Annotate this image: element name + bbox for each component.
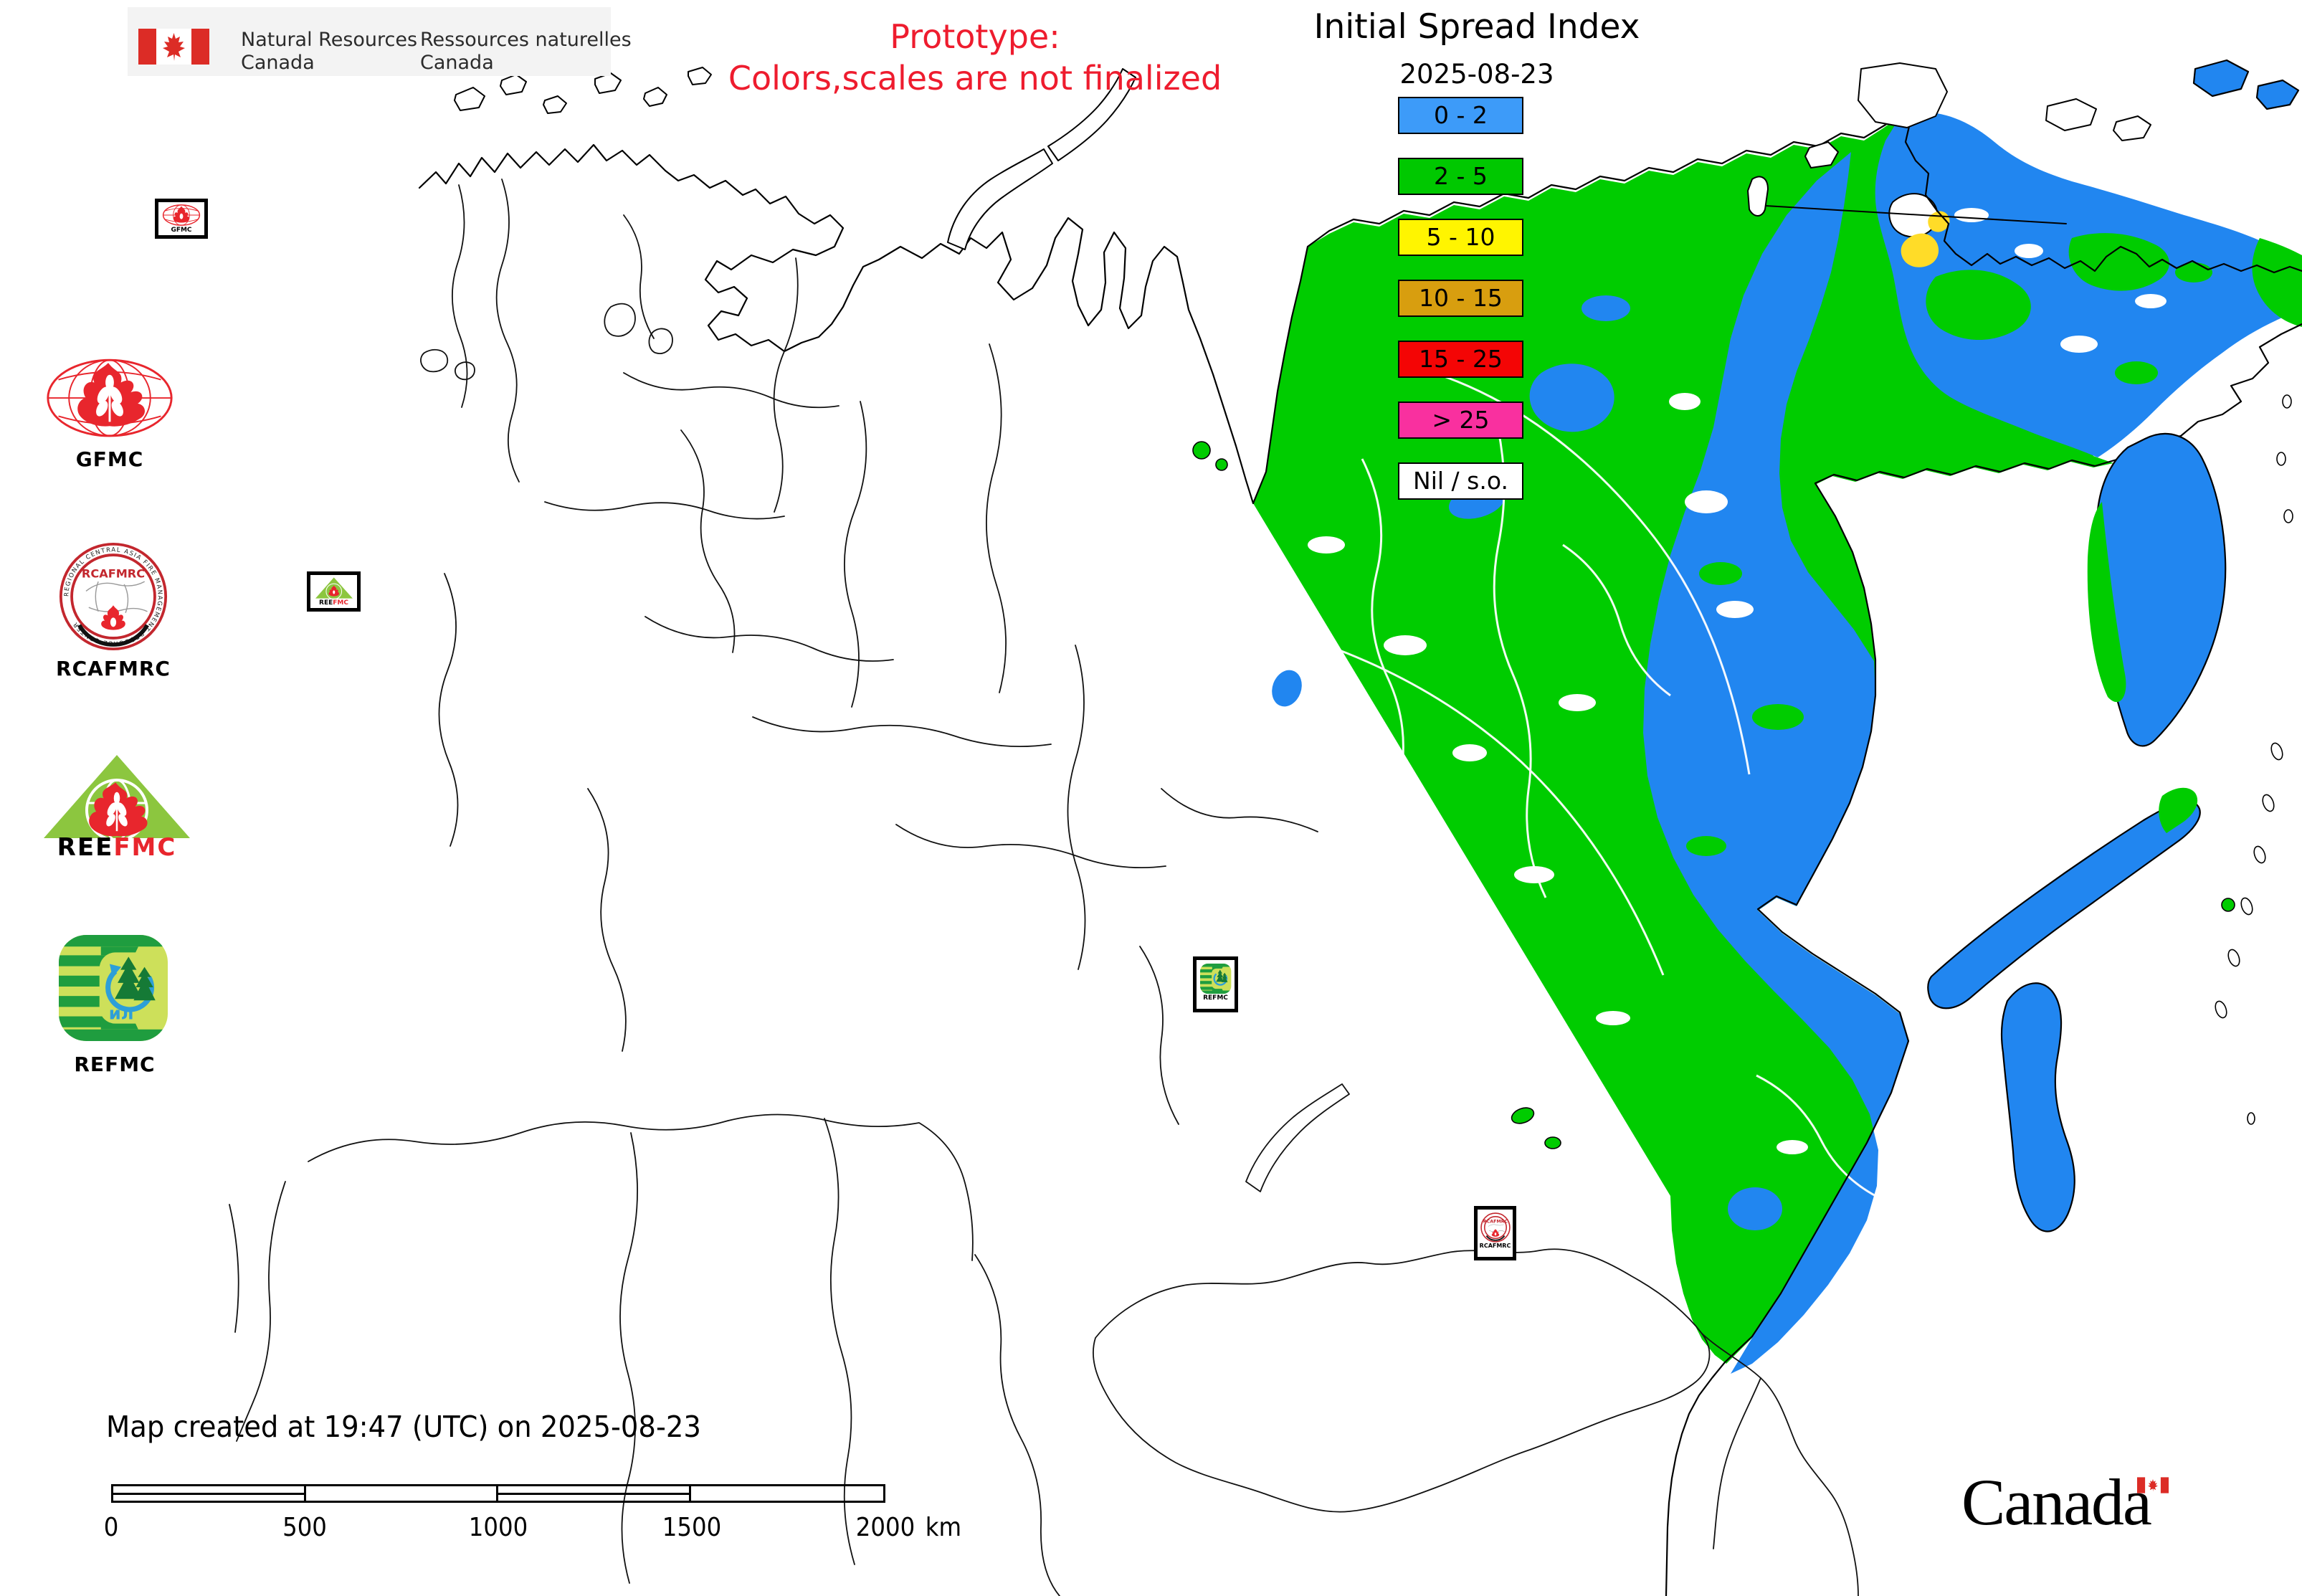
canada-flag-icon: [138, 29, 209, 65]
scale-segment-3: [498, 1486, 691, 1501]
gfmc-logo: [43, 357, 176, 442]
scale-segment-4: [691, 1486, 883, 1501]
legend-item-10-15: 10 - 15: [1398, 280, 1523, 317]
map-created-timestamp: Map created at 19:47 (UTC) on 2025-08-23: [106, 1410, 701, 1444]
nrcan-en-line1: Natural Resources: [241, 29, 418, 51]
rcafmrc-caption: RCAFMRC: [56, 657, 171, 680]
reefmc-marker-label: REEFMC: [310, 599, 357, 607]
nrcan-fr-line1: Ressources naturelles: [420, 29, 632, 51]
scale-unit-km: km: [925, 1513, 962, 1542]
legend-item-15-25: 15 - 25: [1398, 341, 1523, 378]
scale-label-500: 500: [282, 1513, 327, 1542]
reefmc-caption-black: REE: [57, 833, 114, 862]
coastlines: [229, 59, 2302, 1596]
legend-item-nil: Nil / s.o.: [1398, 462, 1523, 500]
scale-label-1500: 1500: [662, 1513, 722, 1542]
reefmc-caption: REEFMC: [42, 833, 192, 862]
legend-label: 15 - 25: [1419, 345, 1503, 373]
map-date: 2025-08-23: [1399, 59, 1554, 90]
refmc-map-marker: REFMC: [1193, 956, 1238, 1012]
reefmc-map-marker: REEFMC: [307, 571, 361, 612]
nrcan-en-line2: Canada: [241, 52, 315, 74]
lake-khanka-blue: [1728, 1187, 1782, 1230]
gfmc-marker-label: GFMC: [171, 227, 192, 234]
legend-item-0-2: 0 - 2: [1398, 97, 1523, 134]
gfmc-map-marker: GFMC: [155, 199, 208, 239]
gfmc-globe-flame-icon: [47, 358, 173, 437]
refmc-inner-label: ил: [109, 1003, 134, 1024]
refmc-caption: REFMC: [74, 1053, 156, 1076]
reefmc-marker-label-red: FMC: [333, 599, 348, 607]
prototype-line1: Prototype:: [890, 17, 1060, 56]
nrcan-title-english: Natural Resources Canada: [241, 29, 417, 75]
reefmc-marker-label-black: REE: [319, 599, 333, 607]
refmc-logo: ил: [57, 935, 171, 1041]
scale-segment-1: [113, 1486, 306, 1501]
legend-item-gt-25: > 25: [1398, 402, 1523, 439]
reefmc-caption-red: FMC: [113, 833, 177, 862]
reefmc-logo: [42, 753, 192, 840]
rcafmrc-marker-label: RCAFMRC: [1479, 1243, 1511, 1249]
page-title: Initial Spread Index: [1313, 7, 1640, 47]
legend-item-5-10: 5 - 10: [1398, 219, 1523, 256]
refmc-marker-label: REFMC: [1203, 994, 1228, 1002]
legend-item-2-5: 2 - 5: [1398, 158, 1523, 195]
scale-label-1000: 1000: [468, 1513, 528, 1542]
gfmc-caption: GFMC: [75, 447, 144, 471]
isi-legend: 0 - 2 2 - 5 5 - 10 10 - 15 15 - 25 > 25 …: [1398, 97, 1523, 523]
rcafmrc-mini-icon: RCAFMRC: [1480, 1212, 1511, 1243]
refmc-striped-icon: ил: [58, 935, 168, 1041]
legend-label: 5 - 10: [1426, 223, 1495, 251]
nrcan-title-french: Ressources naturelles Canada: [420, 29, 632, 75]
rcafmrc-map-marker: RCAFMRC RCAFMRC: [1474, 1206, 1516, 1260]
rcafmrc-logo: REGIONAL CENTRAL ASIA FIRE MANAGEMENT RE…: [59, 542, 168, 651]
legend-label: 2 - 5: [1434, 162, 1488, 190]
gfmc-mini-icon: [162, 204, 201, 226]
legend-label: Nil / s.o.: [1413, 467, 1508, 495]
nrcan-fr-line2: Canada: [420, 52, 494, 74]
scale-bar: [111, 1484, 885, 1503]
prototype-line2: Colors,scales are not finalized: [728, 59, 1222, 98]
rcafmrc-inner-label: RCAFMRC: [82, 566, 145, 580]
prototype-warning: Prototype: Colors,scales are not finaliz…: [674, 16, 1276, 99]
canada-wordmark-flag-icon: [2137, 1477, 2169, 1493]
rcafmrc-mini-inner-label: RCAFMRC: [1483, 1220, 1508, 1225]
canada-wordmark: Canada: [1961, 1466, 2152, 1539]
scale-segment-2: [306, 1486, 498, 1501]
refmc-mini-icon: [1199, 963, 1231, 994]
scale-label-2000: 2000: [855, 1513, 915, 1542]
reefmc-mini-icon: [315, 577, 353, 599]
scale-label-0: 0: [103, 1513, 119, 1542]
rcafmrc-circle-icon: REGIONAL CENTRAL ASIA FIRE MANAGEMENT RE…: [59, 542, 168, 651]
reefmc-triangle-icon: [44, 755, 190, 840]
legend-label: 0 - 2: [1434, 101, 1488, 129]
legend-label: > 25: [1432, 406, 1490, 434]
legend-label: 10 - 15: [1419, 284, 1503, 312]
